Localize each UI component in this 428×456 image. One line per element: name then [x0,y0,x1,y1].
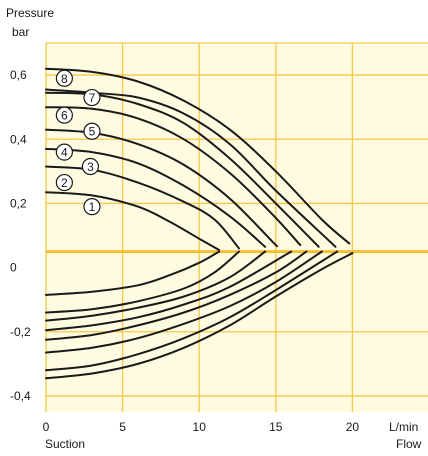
x-tick-label: 15 [269,420,283,434]
curve-marker-5: 5 [83,122,101,140]
y-tick-label: -0,2 [10,325,31,339]
suction-curve [45,250,240,314]
x-tick-label: 20 [346,420,360,434]
suction-curve [45,250,323,354]
marker-circle [83,88,101,107]
curve-markers: 1 2 3 4 5 6 7 8 [55,69,101,216]
chart-labels: Pressure bar L/min Flow Suction 0,6 0,4 0,… [6,6,422,451]
marker-label: 2 [61,176,68,190]
marker-label: 8 [61,72,68,86]
marker-label: 1 [89,200,96,214]
x-tick-label: 0 [43,420,50,434]
curve-5 [45,106,302,247]
marker-label: 6 [61,109,68,123]
marker-circle [83,198,101,216]
curve-marker-4: 4 [55,143,73,161]
y-tick-label: 0,2 [10,196,27,210]
curve-8 [45,67,351,245]
marker-label: 7 [89,91,96,105]
marker-circle [55,106,73,124]
x-axis-unit: L/min [389,420,418,434]
suction-curve [45,250,221,296]
y-tick-label: 0 [10,261,17,275]
curve-1 [45,191,221,251]
suction-curve [45,250,267,322]
x-tick-label: 10 [193,420,207,434]
y-tick-label: 0,4 [10,132,27,146]
curve-marker-8: 8 [55,69,73,87]
y-axis-label: Pressure [6,6,54,20]
y-tick-label: -0,4 [10,389,31,403]
marker-circle [55,143,73,161]
curve-marker-2: 2 [55,173,73,192]
curve-3 [45,147,267,248]
marker-label: 5 [89,125,96,139]
x-origin-label: Suction [45,437,85,451]
curve-marker-7: 7 [83,88,101,107]
curve-marker-3: 3 [81,157,100,176]
suction-curve [45,252,354,380]
curve-marker-1: 1 [83,198,101,216]
y-tick-label: 0,6 [10,68,27,82]
x-tick-label: 5 [119,420,126,434]
y-axis-unit: bar [12,25,29,39]
marker-circle [81,157,100,176]
curves [45,67,354,380]
suction-curve [45,250,293,332]
suction-curve [45,250,308,341]
suction-curve [45,250,339,372]
x-axis-label: Flow [396,437,422,451]
marker-label: 3 [87,160,94,174]
plot-background [46,43,428,412]
marker-circle [83,122,101,140]
marker-label: 4 [61,146,68,160]
curve-marker-6: 6 [55,106,73,124]
marker-circle [55,173,73,192]
marker-circle [55,69,73,87]
